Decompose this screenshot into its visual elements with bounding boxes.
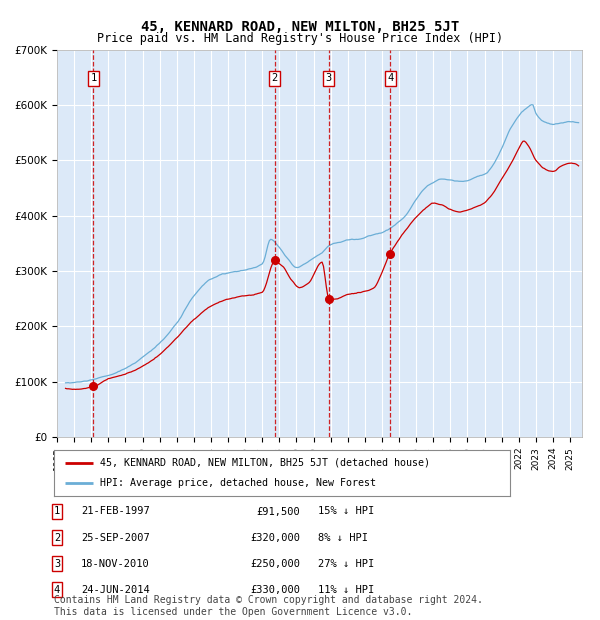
- Text: Price paid vs. HM Land Registry's House Price Index (HPI): Price paid vs. HM Land Registry's House …: [97, 32, 503, 45]
- Text: Contains HM Land Registry data © Crown copyright and database right 2024.
This d: Contains HM Land Registry data © Crown c…: [54, 595, 483, 617]
- Text: 45, KENNARD ROAD, NEW MILTON, BH25 5JT: 45, KENNARD ROAD, NEW MILTON, BH25 5JT: [141, 20, 459, 34]
- Text: 8% ↓ HPI: 8% ↓ HPI: [318, 533, 368, 542]
- Text: 11% ↓ HPI: 11% ↓ HPI: [318, 585, 374, 595]
- Text: 4: 4: [54, 585, 60, 595]
- Text: 45, KENNARD ROAD, NEW MILTON, BH25 5JT (detached house): 45, KENNARD ROAD, NEW MILTON, BH25 5JT (…: [100, 458, 430, 467]
- Text: 18-NOV-2010: 18-NOV-2010: [81, 559, 150, 569]
- Text: 25-SEP-2007: 25-SEP-2007: [81, 533, 150, 542]
- Text: 1: 1: [91, 73, 97, 83]
- Text: 3: 3: [54, 559, 60, 569]
- Text: £320,000: £320,000: [250, 533, 300, 542]
- Text: £91,500: £91,500: [256, 507, 300, 516]
- Text: £330,000: £330,000: [250, 585, 300, 595]
- Text: 27% ↓ HPI: 27% ↓ HPI: [318, 559, 374, 569]
- Text: 24-JUN-2014: 24-JUN-2014: [81, 585, 150, 595]
- Text: 21-FEB-1997: 21-FEB-1997: [81, 507, 150, 516]
- Text: 15% ↓ HPI: 15% ↓ HPI: [318, 507, 374, 516]
- Text: 2: 2: [272, 73, 278, 83]
- Text: HPI: Average price, detached house, New Forest: HPI: Average price, detached house, New …: [100, 478, 376, 488]
- Text: 4: 4: [387, 73, 393, 83]
- Text: £250,000: £250,000: [250, 559, 300, 569]
- Text: 3: 3: [326, 73, 332, 83]
- Text: 1: 1: [54, 507, 60, 516]
- Text: 2: 2: [54, 533, 60, 542]
